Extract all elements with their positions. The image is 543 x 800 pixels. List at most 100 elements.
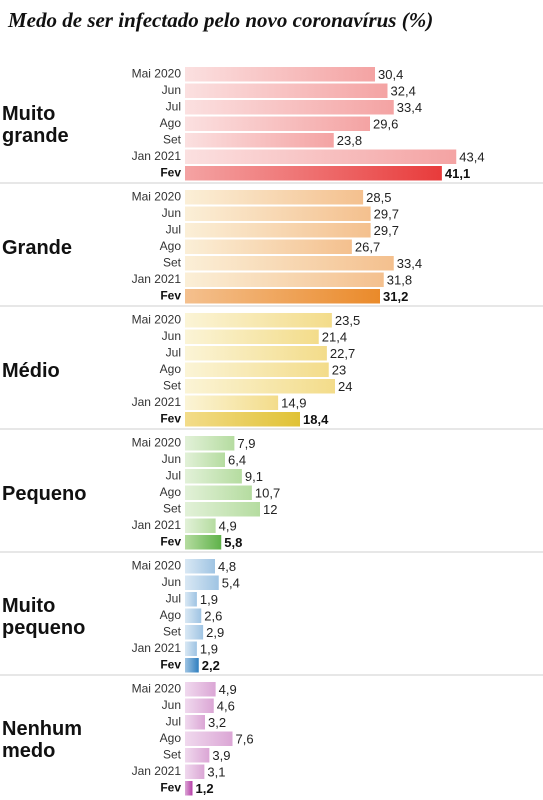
value-label: 7,9 xyxy=(237,436,255,451)
value-label: 28,5 xyxy=(366,190,391,205)
value-label: 41,1 xyxy=(445,166,470,181)
bar-pequeno-ago xyxy=(185,485,252,500)
value-label: 1,9 xyxy=(200,642,218,657)
bar-muito-pequeno-jun xyxy=(185,575,219,590)
bar-pequeno-set xyxy=(185,502,260,517)
value-label: 29,6 xyxy=(373,117,398,132)
month-label: Ago xyxy=(160,731,182,745)
month-label: Jan 2021 xyxy=(132,518,182,532)
value-label: 9,1 xyxy=(245,469,263,484)
value-label: 3,2 xyxy=(208,715,226,730)
bar-muito-grande-jan-2021 xyxy=(185,149,457,164)
bar-nenhum-medo-mai-2020 xyxy=(185,682,216,697)
bar-muito-grande-jul xyxy=(185,100,394,115)
value-label: 31,2 xyxy=(383,289,408,304)
month-label: Jan 2021 xyxy=(132,764,182,778)
month-label: Fev xyxy=(160,781,181,795)
bar-grande-set xyxy=(185,256,394,271)
bar-nenhum-medo-fev xyxy=(185,781,193,796)
month-label: Set xyxy=(163,502,182,516)
month-label: Ago xyxy=(160,116,182,130)
value-label: 14,9 xyxy=(281,396,306,411)
value-label: 22,7 xyxy=(330,346,355,361)
month-label: Mai 2020 xyxy=(132,67,182,81)
value-label: 4,8 xyxy=(218,559,236,574)
bar-medio-jul xyxy=(185,346,327,361)
month-label: Set xyxy=(163,625,182,639)
month-label: Jun xyxy=(162,206,181,220)
value-label: 23,8 xyxy=(337,133,362,148)
value-label: 3,1 xyxy=(207,765,225,780)
month-label: Jun xyxy=(162,575,181,589)
value-label: 1,9 xyxy=(200,592,218,607)
value-label: 5,8 xyxy=(224,535,242,550)
category-label-grande: Grande xyxy=(2,237,72,259)
bar-grande-mai-2020 xyxy=(185,190,364,205)
month-label: Mai 2020 xyxy=(132,682,182,696)
month-label: Fev xyxy=(160,289,181,303)
value-label: 12 xyxy=(263,502,277,517)
category-label-pequeno: Pequeno xyxy=(2,483,86,505)
value-label: 6,4 xyxy=(228,453,246,468)
bar-muito-pequeno-mai-2020 xyxy=(185,559,215,574)
month-label: Jul xyxy=(166,592,181,606)
category-label-nenhum-medo: Nenhum xyxy=(2,718,82,740)
category-label-muito-grande: grande xyxy=(2,125,69,147)
value-label: 2,9 xyxy=(206,625,224,640)
bar-nenhum-medo-set xyxy=(185,748,210,763)
bar-muito-grande-mai-2020 xyxy=(185,67,375,82)
bar-medio-ago xyxy=(185,362,329,377)
bar-pequeno-jun xyxy=(185,452,225,467)
bar-grande-jun xyxy=(185,206,371,221)
bar-medio-fev xyxy=(185,412,300,427)
month-label: Jan 2021 xyxy=(132,641,182,655)
value-label: 4,9 xyxy=(219,519,237,534)
bar-medio-mai-2020 xyxy=(185,313,332,328)
bar-pequeno-jul xyxy=(185,469,242,484)
month-label: Fev xyxy=(160,535,181,549)
category-label-muito-pequeno: pequeno xyxy=(2,617,85,639)
bar-muito-grande-fev xyxy=(185,166,442,181)
value-label: 30,4 xyxy=(378,67,403,82)
value-label: 4,6 xyxy=(217,699,235,714)
value-label: 24 xyxy=(338,379,352,394)
bar-pequeno-jan-2021 xyxy=(185,518,216,533)
value-label: 4,9 xyxy=(219,682,237,697)
month-label: Fev xyxy=(160,412,181,426)
month-label: Fev xyxy=(160,166,181,180)
value-label: 32,4 xyxy=(391,84,416,99)
bar-nenhum-medo-jan-2021 xyxy=(185,764,205,779)
value-label: 23,5 xyxy=(335,313,360,328)
bar-muito-pequeno-ago xyxy=(185,608,202,623)
month-label: Jun xyxy=(162,329,181,343)
month-label: Jun xyxy=(162,83,181,97)
value-label: 29,7 xyxy=(374,207,399,222)
bar-pequeno-fev xyxy=(185,535,222,550)
bar-muito-pequeno-fev xyxy=(185,658,199,673)
value-label: 2,2 xyxy=(202,658,220,673)
value-label: 21,4 xyxy=(322,330,347,345)
month-label: Jul xyxy=(166,100,181,114)
month-label: Jul xyxy=(166,715,181,729)
bar-muito-grande-ago xyxy=(185,116,370,131)
month-label: Jan 2021 xyxy=(132,149,182,163)
month-label: Ago xyxy=(160,608,182,622)
month-label: Jul xyxy=(166,469,181,483)
bar-nenhum-medo-jun xyxy=(185,698,214,713)
bar-medio-set xyxy=(185,379,335,394)
value-label: 7,6 xyxy=(236,732,254,747)
value-label: 31,8 xyxy=(387,273,412,288)
chart-title: Medo de ser infectado pelo novo coronaví… xyxy=(8,8,434,32)
month-label: Set xyxy=(163,748,182,762)
month-label: Jul xyxy=(166,223,181,237)
value-label: 3,9 xyxy=(212,748,230,763)
month-label: Jan 2021 xyxy=(132,272,182,286)
value-label: 33,4 xyxy=(397,256,422,271)
value-label: 43,4 xyxy=(459,150,484,165)
month-label: Jan 2021 xyxy=(132,395,182,409)
month-label: Set xyxy=(163,379,182,393)
month-label: Mai 2020 xyxy=(132,313,182,327)
category-label-medio: Médio xyxy=(2,360,60,382)
month-label: Set xyxy=(163,133,182,147)
bar-muito-pequeno-jan-2021 xyxy=(185,641,197,656)
